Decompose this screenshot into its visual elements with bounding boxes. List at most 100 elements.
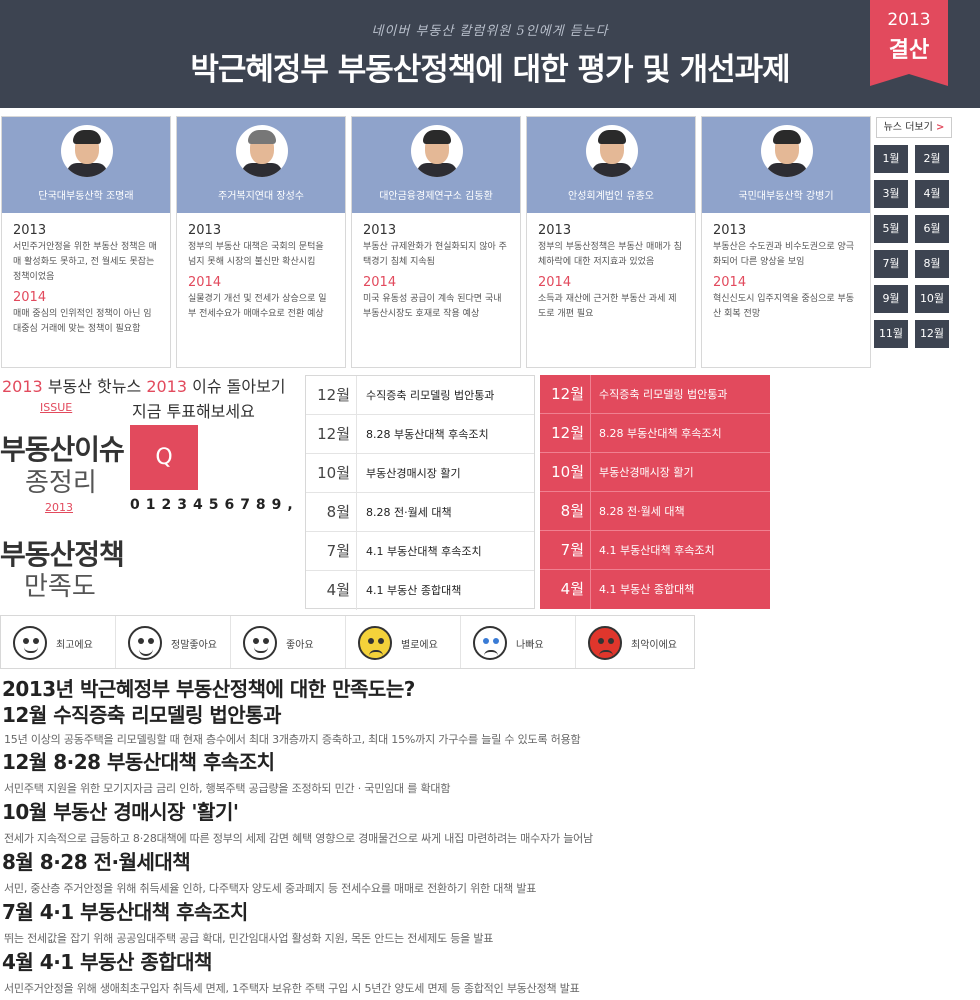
- year-2014-label: 2014: [538, 275, 572, 290]
- year-2013-label: 2013: [713, 223, 747, 238]
- issue-list-highlighted: 12월 수직증축 리모델링 법안통과 12월 8.28 부동산대책 후속조치 10월…: [540, 375, 770, 609]
- issue-title-line1: 부동산이슈: [0, 433, 125, 466]
- expert-name: 대안금융경제연구소 김동환: [379, 191, 493, 202]
- issue-title-line2: 종정리: [25, 468, 97, 498]
- issue-list-item-active[interactable]: 8월 8.28 전·월세 대책: [540, 492, 770, 531]
- review-2013-text: 서민주거안정을 위한 부동산 정책은 매매 활성화도 못하고, 전 월세도 못잡…: [13, 242, 157, 282]
- page-title: 박근혜정부 부동산정책에 대한 평가 및 개선과제: [190, 52, 790, 88]
- issue-list-item[interactable]: 10월 부동산경매시장 활기: [306, 454, 534, 493]
- expert-name: 단국대부동산학 조명래: [38, 191, 134, 202]
- month-button-7[interactable]: 7월: [874, 250, 908, 278]
- issue-detail-text: 전세가 지속적으로 급등하고 8·28대책에 따른 정부의 세제 감면 혜택 영…: [4, 832, 593, 845]
- outlook-2014-text: 소득과 재산에 근거한 부동산 과세 제도로 개편 필요: [538, 294, 677, 319]
- header-subtitle: 네이버 부동산 칼럼위원 5인에게 듣는다: [371, 24, 609, 39]
- thumbs-up-face-icon: [13, 626, 47, 660]
- year-2014-label: 2014: [713, 275, 747, 290]
- issue-list: 12월 수직증축 리모델링 법안통과 12월 8.28 부동산대책 후속조치 10월…: [305, 375, 535, 610]
- month-button-6[interactable]: 6월: [915, 215, 949, 243]
- vote-not-good-button[interactable]: 별로에요: [346, 616, 461, 668]
- outlook-2014-text: 실물경기 개선 및 전세가 상승으로 일부 전세수요가 매매수요로 전환 예상: [188, 294, 327, 319]
- review-2013-text: 부동산은 수도권과 비수도권으로 양극화되어 다른 양상을 보임: [713, 242, 855, 267]
- issue-list-item[interactable]: 4월 4.1 부동산 종합대책: [326, 581, 462, 599]
- year-2013-label: 2013: [188, 223, 222, 238]
- year-end-badge: 2013 결산: [870, 0, 948, 86]
- issue-list-item-active[interactable]: 12월 수직증축 리모델링 법안통과: [540, 375, 770, 414]
- issue-list-item-active[interactable]: 10월 부동산경매시장 활기: [540, 453, 770, 492]
- outlook-2014-text: 매매 중심의 인위적인 정책이 아닌 임대중심 거래에 맞는 정책이 필요함: [13, 309, 152, 334]
- issue-detail-heading: 7월 4·1 부동산대책 후속조치: [2, 900, 248, 924]
- issue-list-item-active[interactable]: 7월 4.1 부동산대책 후속조치: [540, 531, 770, 570]
- issue-detail-heading: 12월 8·28 부동산대책 후속조치: [2, 750, 275, 774]
- issue-list-item[interactable]: 7월 4.1 부동산대책 후속조치: [306, 532, 534, 571]
- news-more-button[interactable]: 뉴스 더보기 >: [876, 117, 952, 138]
- year-2014-label: 2014: [188, 275, 222, 290]
- month-button-1[interactable]: 1월: [874, 145, 908, 173]
- crying-face-icon: [473, 626, 507, 660]
- month-button-2[interactable]: 2월: [915, 145, 949, 173]
- issue-list-item[interactable]: 12월 수직증축 리모델링 법안통과: [306, 376, 534, 415]
- issue-list-item-active[interactable]: 4월 4.1 부동산 종합대책: [560, 580, 695, 598]
- issue-detail-text: 서민주택 지원을 위한 모기지자금 금리 인하, 행복주택 공급량을 조정하되 …: [4, 782, 451, 795]
- news-more-label: 뉴스 더보기: [883, 122, 933, 133]
- issue-detail-heading: 10월 부동산 경매시장 '활기': [2, 800, 239, 824]
- issue-tag: ISSUE: [40, 401, 73, 414]
- vote-prompt: 지금 투표해보세요: [132, 402, 255, 421]
- month-button-10[interactable]: 10월: [915, 285, 949, 313]
- review-2013-text: 부동산 규제완화가 현실화되지 않아 주택경기 침체 지속됨: [363, 242, 507, 267]
- month-button-3[interactable]: 3월: [874, 180, 908, 208]
- expert-card[interactable]: 안성회계법인 유종오 2013 정부의 부동산정책은 부동산 매매가 침체하락에…: [526, 116, 696, 368]
- month-button-4[interactable]: 4월: [915, 180, 949, 208]
- satisfaction-question: 2013년 박근혜정부 부동산정책에 대한 만족도는?: [2, 677, 415, 701]
- vote-bad-button[interactable]: 나빠요: [461, 616, 576, 668]
- badge-year: 2013: [887, 10, 931, 30]
- expert-card[interactable]: 주거복지연대 장성수 2013 정부의 부동산 대책은 국회의 문턱을 넘지 못…: [176, 116, 346, 368]
- issue-detail-heading: 12월 수직증축 리모델링 법안통과: [2, 703, 281, 727]
- issue-detail-heading: 8월 8·28 전·월세대책: [2, 850, 191, 874]
- sad-face-icon: [358, 626, 392, 660]
- laughing-face-icon: [128, 626, 162, 660]
- expert-name: 주거복지연대 장성수: [218, 191, 304, 202]
- page-header: 네이버 부동산 칼럼위원 5인에게 듣는다 박근혜정부 부동산정책에 대한 평가…: [0, 0, 980, 108]
- vote-best-button[interactable]: 최고에요: [1, 616, 116, 668]
- issue-detail-heading: 4월 4·1 부동산 종합대책: [2, 950, 212, 974]
- outlook-2014-text: 미국 유동성 공급이 계속 된다면 국내 부동산시장도 호재로 작용 예상: [363, 294, 502, 319]
- review-2013-text: 정부의 부동산정책은 부동산 매매가 침체하락에 대한 저지효과 있었음: [538, 242, 682, 267]
- smile-face-icon: [243, 626, 277, 660]
- emotion-vote-bar: 최고에요 정말좋아요 좋아요 별로에요 나빠요 최악이에요: [0, 615, 695, 669]
- expert-card[interactable]: 단국대부동산학 조명래 2013 서민주거안정을 위한 부동산 정책은 매매 활…: [1, 116, 171, 368]
- issue-detail-text: 서민주거안정을 위해 생애최초구입자 취득세 면제, 1주택자 보유한 주택 구…: [4, 982, 580, 995]
- month-button-9[interactable]: 9월: [874, 285, 908, 313]
- expert-card[interactable]: 대안금융경제연구소 김동환 2013 부동산 규제완화가 현실화되지 않아 주택…: [351, 116, 521, 368]
- avatar: [61, 125, 113, 177]
- year-2014-label: 2014: [363, 275, 397, 290]
- issue-list-item-active[interactable]: 12월 8.28 부동산대책 후속조치: [540, 414, 770, 453]
- outlook-2014-text: 혁신신도시 입주지역을 중심으로 부동산 회복 전망: [713, 294, 855, 319]
- issue-detail-text: 15년 이상의 공동주택을 리모델링할 때 현재 층수에서 최대 3개층까지 증…: [4, 733, 581, 746]
- issue-list-item[interactable]: 8월 8.28 전·월세 대책: [306, 493, 534, 532]
- review-2013-text: 정부의 부동산 대책은 국회의 문턱을 넘지 못해 시장의 불신만 확산시킴: [188, 242, 324, 267]
- year-2013-label: 2013: [538, 223, 572, 238]
- issue-detail-text: 뛰는 전세값을 잡기 위해 공공임대주택 공급 확대, 민간임대사업 활성화 지…: [4, 932, 494, 945]
- year-2013-label: 2013: [363, 223, 397, 238]
- expert-name: 국민대부동산학 강병기: [738, 191, 834, 202]
- month-button-5[interactable]: 5월: [874, 215, 908, 243]
- vote-good-button[interactable]: 좋아요: [231, 616, 346, 668]
- satisfaction-title-line1: 부동산정책: [0, 538, 125, 571]
- satisfaction-title-line2: 만족도: [24, 572, 96, 602]
- angry-face-icon: [588, 626, 622, 660]
- vote-worst-button[interactable]: 최악이에요: [576, 616, 691, 668]
- avatar: [411, 125, 463, 177]
- month-button-8[interactable]: 8월: [915, 250, 949, 278]
- month-button-12[interactable]: 12월: [915, 320, 949, 348]
- digit-glyphs: 0123456789,: [130, 497, 299, 513]
- expert-card[interactable]: 국민대부동산학 강병기 2013 부동산은 수도권과 비수도권으로 양극화되어 …: [701, 116, 871, 368]
- hotnews-heading: 2013 부동산 핫뉴스 2013 이슈 돌아보기: [2, 377, 286, 396]
- month-button-11[interactable]: 11월: [874, 320, 908, 348]
- issue-list-item[interactable]: 12월 8.28 부동산대책 후속조치: [306, 415, 534, 454]
- chevron-right-icon: >: [935, 122, 945, 133]
- year-2013-label: 2013: [13, 223, 47, 238]
- vote-very-good-button[interactable]: 정말좋아요: [116, 616, 231, 668]
- issue-detail-text: 서민, 중산층 주거안정을 위해 취득세율 인하, 다주택자 양도세 중과폐지 …: [4, 882, 537, 895]
- avatar: [236, 125, 288, 177]
- question-badge: Q: [130, 425, 198, 490]
